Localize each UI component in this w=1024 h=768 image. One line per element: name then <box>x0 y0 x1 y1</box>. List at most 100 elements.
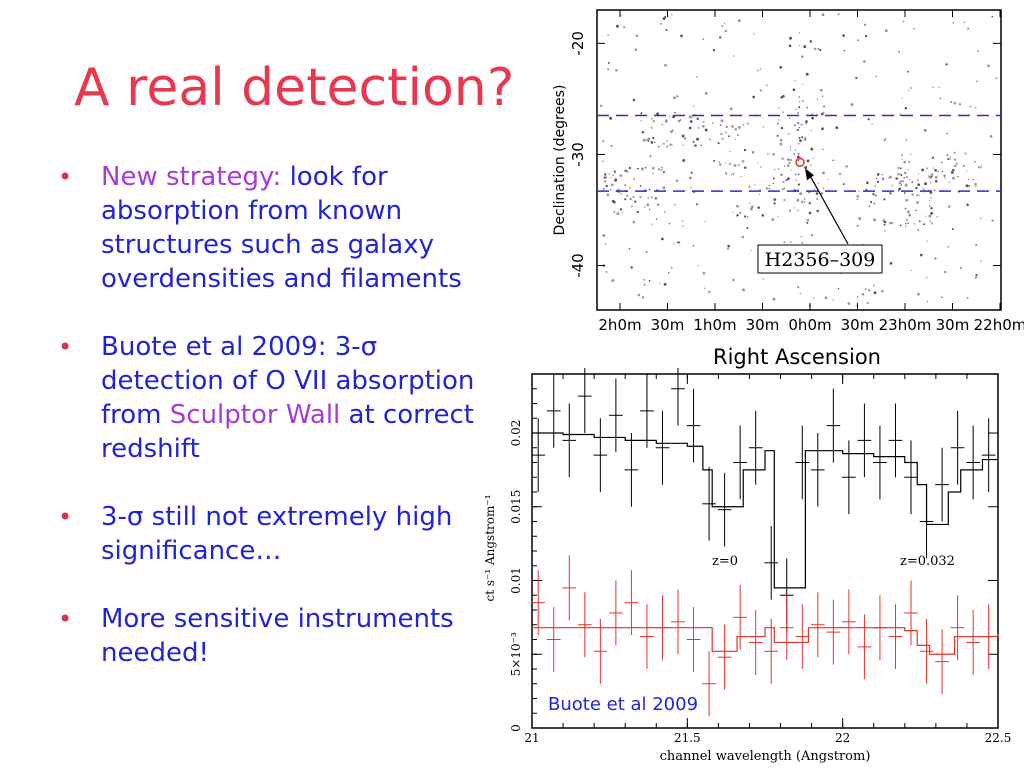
galaxy-point <box>786 158 790 161</box>
galaxy-point <box>800 55 804 58</box>
galaxy-point <box>958 103 962 106</box>
galaxy-point <box>817 182 819 184</box>
galaxy-point <box>671 144 673 146</box>
galaxy-point <box>605 270 608 273</box>
galaxy-point <box>924 129 927 132</box>
galaxy-point <box>991 219 994 222</box>
galaxy-point <box>795 179 798 182</box>
spectrum-x-tick-label: 22.5 <box>985 731 1012 745</box>
galaxy-point <box>605 184 608 188</box>
galaxy-point <box>750 205 754 209</box>
galaxy-point <box>661 237 664 241</box>
galaxy-point <box>936 216 938 218</box>
galaxy-point <box>933 189 936 192</box>
bullet-text: 3-σ still not extremely high significanc… <box>101 502 453 566</box>
galaxy-point <box>915 186 918 190</box>
galaxy-point <box>704 91 708 95</box>
galaxy-point <box>987 64 990 68</box>
galaxy-point <box>777 119 780 121</box>
galaxy-point <box>861 292 865 296</box>
galaxy-point <box>883 223 886 226</box>
galaxy-point <box>868 289 871 292</box>
galaxy-point <box>610 176 612 179</box>
galaxy-point <box>708 290 711 294</box>
galaxy-point <box>727 244 731 248</box>
galaxy-point <box>675 179 679 183</box>
galaxy-point <box>703 287 706 290</box>
galaxy-point <box>856 224 859 227</box>
galaxy-point <box>915 209 917 212</box>
galaxy-point <box>950 171 954 174</box>
galaxy-point <box>733 163 737 167</box>
galaxy-point <box>718 161 721 163</box>
galaxy-point <box>934 180 938 183</box>
galaxy-point <box>697 127 700 129</box>
galaxy-point <box>901 159 904 161</box>
galaxy-point <box>952 21 955 24</box>
galaxy-point <box>806 106 808 109</box>
galaxy-point <box>953 101 957 105</box>
galaxy-point <box>753 33 755 35</box>
galaxy-point <box>643 283 646 286</box>
galaxy-point <box>866 301 869 305</box>
galaxy-point <box>902 180 904 183</box>
galaxy-point <box>754 184 756 186</box>
galaxy-point <box>916 201 919 204</box>
galaxy-point <box>864 288 867 290</box>
galaxy-point <box>868 205 871 207</box>
galaxy-point <box>938 86 941 88</box>
sky-x-ticks: 2h0m 30m 1h0m 30m 0h0m 30m 23h0m 30m 22h0m <box>598 10 1024 334</box>
galaxy-point <box>832 159 834 162</box>
galaxy-point <box>883 198 886 201</box>
galaxy-point <box>809 40 813 43</box>
galaxy-point <box>822 171 825 175</box>
galaxy-point <box>743 215 747 218</box>
galaxy-point <box>629 197 632 201</box>
galaxy-point <box>757 69 760 72</box>
galaxy-point <box>960 266 963 269</box>
spectrum-y-label: ct s⁻¹ Angstrom⁻¹ <box>483 494 497 601</box>
galaxy-point <box>891 184 893 187</box>
galaxy-point <box>771 218 775 221</box>
galaxy-point <box>697 265 699 267</box>
galaxy-point <box>837 13 840 16</box>
galaxy-point <box>644 166 647 169</box>
galaxy-point <box>897 172 900 176</box>
galaxy-point <box>802 83 804 86</box>
galaxy-point <box>805 72 809 76</box>
galaxy-point <box>732 211 734 214</box>
galaxy-point <box>815 192 819 195</box>
galaxy-point <box>681 220 684 222</box>
galaxy-point <box>652 120 656 123</box>
galaxy-point <box>835 126 839 130</box>
galaxy-point <box>804 136 807 139</box>
bullet-text: look for absorption from known structure… <box>101 162 462 294</box>
spectrum-x-tick-label: 22 <box>835 731 850 745</box>
galaxy-point <box>721 137 724 140</box>
sky-x-tick-label: 2h0m <box>598 316 641 334</box>
galaxy-point <box>884 138 887 140</box>
galaxy-point <box>787 177 790 181</box>
galaxy-point <box>612 174 614 176</box>
galaxy-point <box>681 134 685 138</box>
galaxy-point <box>980 164 982 166</box>
galaxy-point <box>947 246 950 248</box>
galaxy-point <box>704 128 708 132</box>
galaxy-point <box>842 183 845 186</box>
galaxy-point <box>689 120 693 123</box>
galaxy-point <box>883 220 887 224</box>
pointer-arrowhead <box>805 168 814 181</box>
galaxy-point <box>614 171 616 174</box>
galaxy-point <box>677 120 680 122</box>
galaxy-point <box>636 167 639 170</box>
galaxy-point <box>816 209 819 213</box>
galaxy-point <box>797 173 800 176</box>
galaxy-point <box>620 14 622 16</box>
galaxy-point <box>700 144 702 146</box>
galaxy-point <box>624 198 627 201</box>
galaxy-point <box>725 125 728 128</box>
galaxy-point <box>904 171 907 175</box>
galaxy-point <box>731 125 734 128</box>
galaxy-point <box>608 173 610 175</box>
galaxy-point <box>682 225 684 227</box>
